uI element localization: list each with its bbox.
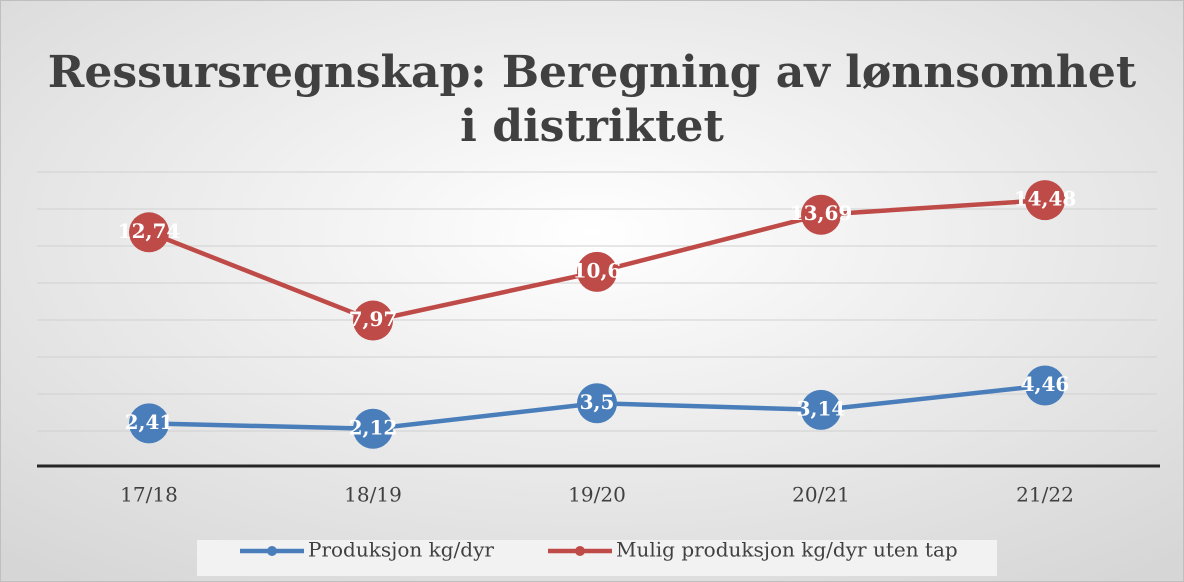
legend-box [197, 540, 997, 576]
data-label: 7,97 [349, 307, 398, 331]
data-point [129, 212, 169, 253]
x-tick-label: 18/19 [344, 483, 402, 507]
data-label: 3,14 [797, 396, 846, 420]
data-point [801, 194, 841, 235]
legend-label: Produksjon kg/dyr [308, 538, 494, 562]
chart-title: Ressursregnskap: Beregning av lønnsomhet… [48, 47, 1137, 152]
data-label: 2,12 [349, 415, 398, 439]
data-label: 3,5 [580, 390, 615, 414]
legend-marker [267, 546, 277, 556]
data-point [1025, 180, 1065, 221]
x-tick-label: 21/22 [1016, 483, 1074, 507]
data-label: 14,48 [1014, 187, 1077, 211]
data-point [1025, 365, 1065, 406]
x-tick-label: 19/20 [568, 483, 626, 507]
data-point [577, 251, 617, 292]
x-tick-label: 17/18 [120, 483, 178, 507]
data-label: 2,41 [125, 410, 174, 434]
legend-marker [575, 546, 585, 556]
legend-label: Mulig produksjon kg/dyr uten tap [616, 538, 958, 562]
data-point [129, 403, 169, 444]
data-label: 12,74 [118, 219, 181, 243]
data-label: 13,69 [790, 201, 853, 225]
data-point [353, 300, 393, 341]
data-point [801, 389, 841, 430]
data-label: 10,6 [573, 258, 622, 282]
data-label: 4,46 [1021, 372, 1070, 396]
data-point [353, 408, 393, 449]
data-point [577, 383, 617, 424]
x-tick-label: 20/21 [792, 483, 850, 507]
